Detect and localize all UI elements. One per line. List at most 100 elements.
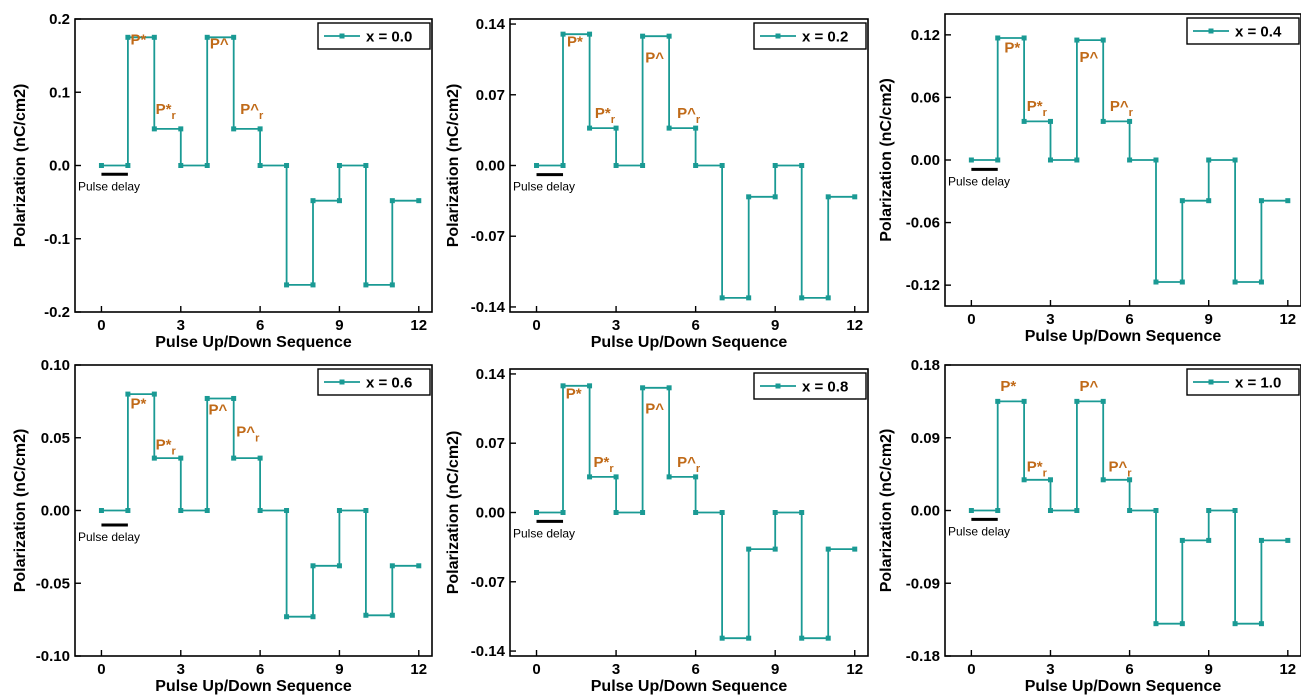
data-point: [284, 508, 290, 513]
x-axis-title: Pulse Up/Down Sequence: [1025, 328, 1222, 345]
annotation-text: P^: [209, 401, 228, 418]
data-point: [1232, 621, 1238, 627]
annotation-label: P*r: [156, 101, 177, 122]
data-point: [1021, 118, 1027, 124]
y-tick-label: -0.1: [44, 231, 70, 248]
data-point: [204, 163, 210, 168]
data-point: [310, 563, 316, 569]
series-line: [101, 393, 419, 618]
y-axis-title: Polarization (nC/cm2): [445, 84, 462, 248]
annotation-label: P^: [645, 401, 664, 418]
data-point: [125, 34, 131, 40]
data-point: [125, 508, 131, 513]
y-tick-label: 0.00: [476, 505, 505, 522]
panel-3: -0.12 -0.06 0.00 0.06 0.12 0 3 6 9 12 Pulse Up/Dow…: [878, 13, 1301, 345]
x-tick-label: 6: [256, 661, 264, 678]
annotation-label: P^: [210, 35, 229, 52]
data-point: [1074, 508, 1080, 513]
data-point: [1153, 157, 1159, 163]
y-tick-label: 0.0: [49, 158, 70, 175]
x-tick-label: 0: [97, 661, 105, 678]
data-point: [1206, 508, 1212, 513]
data-point: [231, 455, 237, 461]
pulse-delay-label: Pulse delay: [513, 180, 575, 194]
y-axis-title: Polarization (nC/cm2): [12, 84, 29, 248]
annotation-text: P^: [677, 105, 696, 122]
data-point: [560, 383, 566, 389]
annotation-subscript: r: [696, 463, 701, 475]
y-tick-label: 0.00: [911, 152, 940, 169]
data-point: [1206, 157, 1212, 163]
annotation-text: P*: [595, 105, 611, 122]
y-tick-label: 0.09: [911, 430, 940, 447]
data-point: [560, 31, 566, 37]
data-point: [799, 163, 805, 168]
data-point: [1179, 621, 1185, 627]
series-line: [971, 37, 1288, 283]
data-point: [1021, 398, 1027, 404]
x-tick-label: 3: [612, 317, 620, 334]
y-tick-label: 0.00: [41, 503, 70, 520]
x-tick-label: 3: [612, 661, 620, 678]
annotation-label: P*r: [1027, 459, 1048, 480]
data-point: [1258, 537, 1264, 543]
x-tick-label: 0: [967, 311, 975, 328]
data-point: [693, 163, 699, 168]
data-point: [1100, 37, 1106, 43]
data-point: [389, 612, 395, 618]
data-point: [363, 612, 369, 618]
data-point: [693, 125, 699, 131]
data-point: [1153, 621, 1159, 627]
data-point: [178, 163, 184, 168]
annotation-subscript: r: [611, 114, 616, 126]
pulse-delay-label: Pulse delay: [513, 526, 575, 540]
x-tick-label: 9: [771, 661, 779, 678]
annotation-subscript: r: [259, 110, 264, 122]
annotation-label: P^r: [1110, 98, 1134, 119]
y-tick-label: 0.06: [911, 89, 940, 106]
data-point: [1047, 118, 1053, 124]
data-point: [416, 198, 422, 204]
x-tick-label: 6: [1125, 661, 1133, 678]
data-point: [284, 163, 290, 168]
y-tick-label: -0.12: [906, 277, 940, 294]
x-tick-label: 9: [335, 317, 343, 334]
data-point: [178, 508, 184, 513]
annotation-text: P^: [645, 49, 664, 66]
data-point: [151, 455, 157, 461]
data-point: [151, 391, 157, 397]
data-point: [178, 455, 184, 461]
data-point: [231, 395, 237, 401]
data-point: [640, 510, 646, 515]
annotation-text: P*: [1004, 40, 1020, 57]
data-point: [719, 295, 725, 301]
annotation-text: P^: [1079, 49, 1098, 66]
y-tick-label: -0.14: [471, 299, 506, 316]
data-point: [640, 385, 646, 391]
y-tick-label: -0.18: [906, 648, 940, 665]
data-point: [666, 385, 672, 391]
data-point: [799, 510, 805, 515]
annotation-subscript: r: [1129, 107, 1134, 119]
x-tick-label: 12: [410, 661, 427, 678]
data-point: [666, 474, 672, 480]
annotation-text: P^: [1079, 378, 1098, 395]
data-point: [746, 635, 752, 641]
data-point: [125, 391, 131, 397]
data-point: [640, 33, 646, 39]
data-point: [719, 510, 725, 515]
annotation-subscript: r: [171, 110, 176, 122]
series-line: [971, 400, 1288, 625]
data-point: [613, 474, 619, 480]
x-tick-label: 3: [177, 661, 185, 678]
legend-marker: [339, 379, 345, 385]
annotation-text: P^: [1108, 459, 1127, 476]
data-point: [363, 163, 369, 168]
annotation-text: P^: [1110, 98, 1129, 115]
legend-label: x = 0.2: [802, 29, 848, 46]
y-tick-label: -0.10: [36, 648, 70, 665]
data-point: [587, 474, 593, 480]
annotation-label: P*r: [156, 436, 177, 457]
panel-2: -0.14 -0.07 0.00 0.07 0.14 0 3 6 9 12 Pulse Up/Dow…: [445, 16, 869, 351]
